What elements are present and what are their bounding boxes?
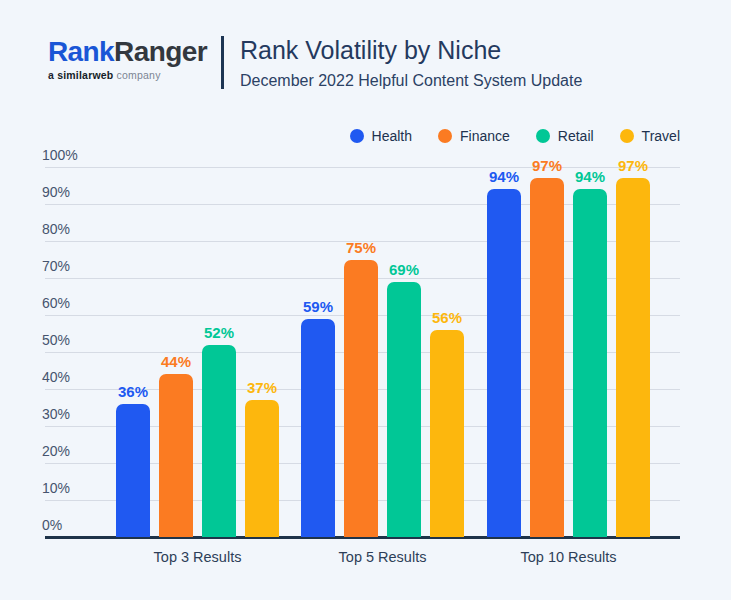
bar-with-label: 56% <box>430 309 464 537</box>
bar-value-label: 97% <box>618 157 648 175</box>
bar-with-label: 97% <box>616 157 650 537</box>
bar-finance <box>530 178 564 537</box>
x-axis-label: Top 3 Results <box>116 549 279 565</box>
y-axis-label: 0% <box>42 516 62 534</box>
infographic: RankRanger a similarweb company Rank Vol… <box>0 0 731 600</box>
y-axis-label: 100% <box>42 146 78 164</box>
bar-value-label: 94% <box>575 168 605 186</box>
bar-retail <box>573 189 607 537</box>
bar-value-label: 97% <box>532 157 562 175</box>
bar-value-label: 94% <box>489 168 519 186</box>
bar-group: 59% 75% 69% 56% <box>301 239 464 538</box>
plot-area: 0% 10% 20% 30% 40% 50% 60% 70% 80% 90% 100% 36% 44% 5… <box>0 0 731 600</box>
x-axis-label: Top 10 Results <box>487 549 650 565</box>
bar-travel <box>430 330 464 537</box>
bar-value-label: 37% <box>247 379 277 397</box>
bar-with-label: 37% <box>245 379 279 537</box>
bar-with-label: 94% <box>487 168 521 537</box>
bar-with-label: 59% <box>301 298 335 537</box>
bar-value-label: 56% <box>432 309 462 327</box>
bar-with-label: 94% <box>573 168 607 537</box>
y-axis-label: 10% <box>42 479 70 497</box>
bar-retail <box>387 282 421 537</box>
bar-value-label: 52% <box>204 324 234 342</box>
bar-finance <box>344 260 378 538</box>
y-axis-label: 50% <box>42 331 70 349</box>
y-axis-label: 20% <box>42 442 70 460</box>
bar-value-label: 44% <box>161 353 191 371</box>
y-axis-label: 90% <box>42 183 70 201</box>
y-axis-label: 70% <box>42 257 70 275</box>
bar-health <box>116 404 150 537</box>
bar-value-label: 75% <box>346 239 376 257</box>
bar-group: 94% 97% 94% 97% <box>487 157 650 537</box>
x-axis-label: Top 5 Results <box>301 549 464 565</box>
y-axis-label: 30% <box>42 405 70 423</box>
bar-with-label: 75% <box>344 239 378 538</box>
bar-health <box>487 189 521 537</box>
y-axis-label: 40% <box>42 368 70 386</box>
bar-travel <box>616 178 650 537</box>
y-axis-label: 80% <box>42 220 70 238</box>
bar-with-label: 36% <box>116 383 150 537</box>
bar-finance <box>159 374 193 537</box>
bar-health <box>301 319 335 537</box>
bar-with-label: 69% <box>387 261 421 537</box>
bar-with-label: 97% <box>530 157 564 537</box>
bar-value-label: 36% <box>118 383 148 401</box>
bar-retail <box>202 345 236 537</box>
bar-travel <box>245 400 279 537</box>
bar-with-label: 52% <box>202 324 236 537</box>
y-axis-label: 60% <box>42 294 70 312</box>
bar-group: 36% 44% 52% 37% <box>116 324 279 537</box>
bar-value-label: 69% <box>389 261 419 279</box>
bar-value-label: 59% <box>303 298 333 316</box>
bar-with-label: 44% <box>159 353 193 537</box>
